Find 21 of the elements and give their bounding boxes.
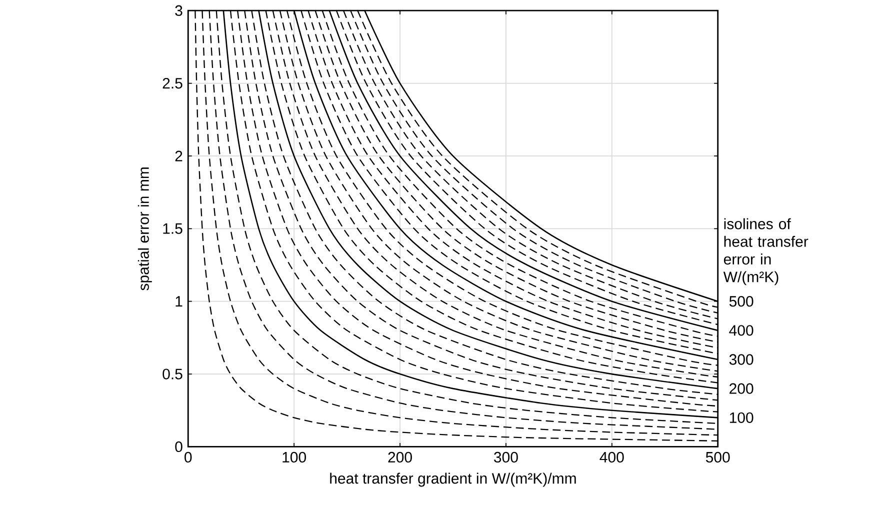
y-tick-label: 1 xyxy=(176,296,182,307)
legend-label: 500 xyxy=(729,296,754,307)
x-tick-label: 500 xyxy=(706,452,730,463)
x-tick-label: 400 xyxy=(600,452,624,463)
series-label: 100 xyxy=(730,412,754,424)
series-label: 400 xyxy=(729,325,754,336)
y-tick-label: 2 xyxy=(175,150,182,162)
x-tick-label: 100 xyxy=(282,452,306,463)
y-tick-label: 2.5 xyxy=(162,78,182,89)
y-axis-title: spatial error in mm xyxy=(138,168,152,290)
y-tick-label: 0.5 xyxy=(162,368,182,380)
x-tick-label: 0 xyxy=(184,452,192,463)
y-tick-label: 0 xyxy=(175,441,182,452)
legend-label: 200 xyxy=(730,383,754,394)
series-label: 300 xyxy=(729,354,754,365)
y-tick-label: 3 xyxy=(175,5,182,16)
x-tick-label: 200 xyxy=(388,452,412,463)
y-tick-label: 1.5 xyxy=(163,223,182,234)
x-axis-title: heat transfer gradient in W/(m²K)/mm xyxy=(330,472,576,487)
x-tick-label: 300 xyxy=(494,452,518,463)
legend-title: isolines of heat transfer error in W/(m²K) xyxy=(723,218,808,286)
